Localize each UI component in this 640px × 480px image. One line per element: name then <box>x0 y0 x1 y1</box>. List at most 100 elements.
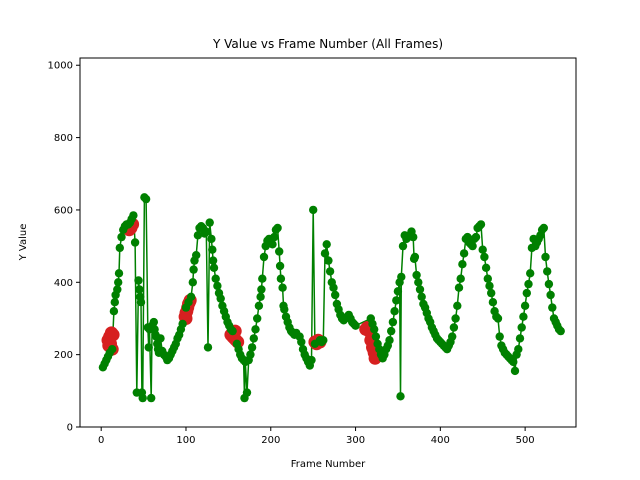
data-point <box>114 278 123 287</box>
data-point <box>476 220 486 229</box>
y-axis: 0 200 400 600 800 1000 <box>48 61 80 434</box>
data-point <box>178 319 187 329</box>
data-point <box>396 392 405 401</box>
data-point <box>147 393 156 403</box>
data-point <box>254 301 264 310</box>
data-point <box>270 232 279 242</box>
data-point <box>392 296 401 305</box>
data-point <box>322 240 331 249</box>
data-point <box>208 245 217 254</box>
data-point <box>138 393 147 403</box>
x-tick-label: 200 <box>261 435 280 446</box>
data-point <box>458 260 467 269</box>
data-point <box>517 323 526 332</box>
data-point <box>202 227 211 236</box>
data-point <box>480 252 489 262</box>
data-point <box>509 357 518 367</box>
data-point <box>449 323 459 332</box>
data-point <box>385 336 394 345</box>
data-point <box>412 270 421 280</box>
data-point <box>485 281 494 291</box>
data-point <box>415 285 425 294</box>
y-tick-label: 200 <box>54 350 73 361</box>
data-point <box>410 252 420 262</box>
data-point <box>325 267 335 276</box>
data-point <box>192 251 201 260</box>
data-point <box>397 272 406 282</box>
data-point <box>193 231 203 240</box>
data-point <box>278 283 287 292</box>
data-point <box>249 334 258 343</box>
data-point <box>256 292 265 301</box>
data-point <box>524 279 533 289</box>
y-axis-title: Y Value <box>18 224 29 262</box>
data-point <box>539 223 548 233</box>
data-point <box>257 285 266 294</box>
chart-title: Y Value vs Frame Number (All Frames) <box>212 37 443 51</box>
data-point <box>115 243 125 253</box>
data-point <box>324 256 333 265</box>
data-point <box>543 267 552 276</box>
data-point <box>144 343 153 352</box>
data-point <box>459 249 469 258</box>
data-point <box>414 278 423 287</box>
y-tick-label: 1000 <box>48 61 73 72</box>
data-point <box>276 274 286 283</box>
data-point <box>522 288 531 298</box>
data-point <box>519 312 528 321</box>
data-point <box>141 194 151 204</box>
x-axis-title: Frame Number <box>291 459 366 470</box>
data-point <box>320 249 330 258</box>
data-point <box>129 211 138 220</box>
data-point <box>370 325 379 334</box>
data-point <box>117 232 126 242</box>
data-point <box>213 281 222 291</box>
data-point <box>149 317 158 327</box>
data-point <box>483 274 492 283</box>
data-point <box>448 332 457 341</box>
data-point <box>417 292 426 301</box>
data-point <box>275 261 285 271</box>
axes-frame <box>79 57 577 428</box>
data-point <box>453 301 462 310</box>
data-point <box>297 337 306 347</box>
data-point <box>189 265 198 274</box>
data-point <box>331 290 340 300</box>
data-point <box>114 269 124 278</box>
y-tick-label: 600 <box>54 205 73 216</box>
plot-area <box>98 193 565 403</box>
data-point <box>468 241 477 251</box>
y-tick-label: 400 <box>54 278 73 289</box>
data-point <box>329 283 338 292</box>
data-point <box>268 240 277 249</box>
data-point <box>471 232 481 242</box>
data-point <box>228 326 237 336</box>
data-point <box>186 292 196 301</box>
data-point <box>188 278 197 287</box>
data-point <box>556 326 565 336</box>
data-point <box>209 263 219 272</box>
data-point <box>247 343 257 352</box>
data-point <box>319 336 328 345</box>
data-point <box>113 285 122 294</box>
data-point <box>110 298 120 307</box>
x-tick-label: 100 <box>176 435 195 446</box>
data-point <box>541 252 550 262</box>
data-point <box>398 241 408 251</box>
data-point <box>493 314 503 323</box>
data-point <box>387 326 396 336</box>
data-point <box>351 321 360 330</box>
data-point <box>134 276 143 285</box>
x-tick-label: 500 <box>516 435 535 446</box>
data-point <box>135 285 144 294</box>
data-point <box>108 345 117 354</box>
data-point <box>454 283 464 292</box>
data-point <box>487 288 496 298</box>
y-tick-label: 0 <box>67 423 73 434</box>
data-point <box>203 343 213 352</box>
data-point <box>409 232 418 242</box>
data-point <box>544 279 554 289</box>
data-point <box>280 305 289 314</box>
data-point <box>275 247 284 256</box>
data-point <box>309 205 318 215</box>
